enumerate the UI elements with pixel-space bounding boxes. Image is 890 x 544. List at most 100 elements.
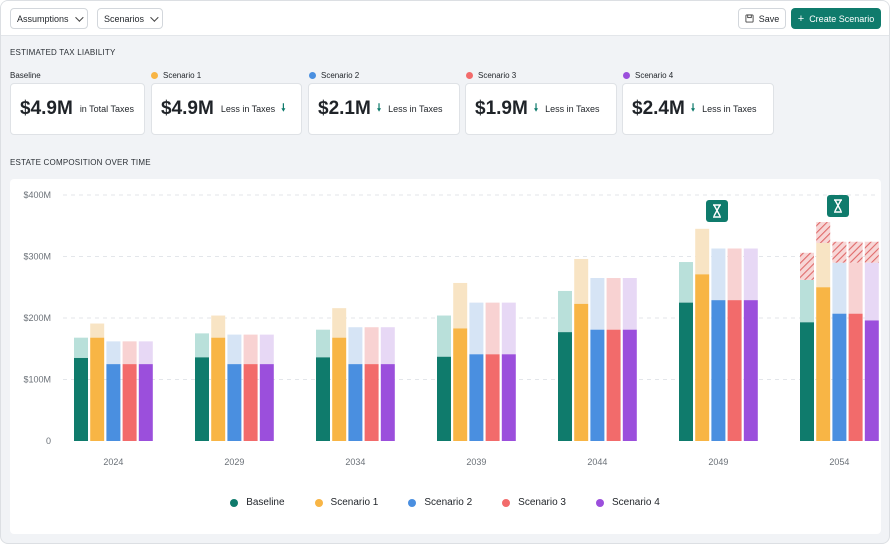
x-tick-label: 2029 bbox=[224, 457, 244, 467]
tax-card-scenario-3: $1.9M 🠗 Less in Taxes bbox=[465, 83, 617, 135]
bar-segment-light bbox=[122, 341, 137, 365]
card-label-text: Baseline bbox=[10, 71, 41, 80]
bar-segment-light bbox=[469, 302, 484, 355]
legend-dot bbox=[502, 498, 511, 507]
scenarios-dropdown[interactable]: Scenarios bbox=[97, 8, 164, 29]
card-label-scenario-3: Scenario 3 bbox=[466, 71, 516, 80]
create-scenario-button[interactable]: + Create Scenario bbox=[791, 8, 881, 29]
bar-segment-light bbox=[606, 278, 621, 330]
save-label: Save bbox=[758, 13, 780, 24]
card-label-text: Scenario 2 bbox=[321, 71, 360, 80]
bar-segment bbox=[727, 300, 742, 441]
x-tick-label: 2054 bbox=[829, 457, 849, 467]
bar-segment-light bbox=[364, 327, 379, 365]
legend-dot bbox=[230, 498, 239, 507]
bar-segment bbox=[485, 354, 500, 441]
tax-suffix: Less in Taxes bbox=[702, 104, 757, 114]
bar-segment-light bbox=[211, 315, 226, 338]
bar-segment bbox=[227, 364, 242, 441]
hourglass-icon[interactable] bbox=[706, 200, 728, 222]
y-tick-label: $200M bbox=[23, 313, 51, 323]
bar-segment bbox=[558, 332, 572, 441]
x-tick-label: 2034 bbox=[345, 457, 365, 467]
bar-segment-light bbox=[864, 262, 879, 321]
bar-segment bbox=[243, 364, 258, 441]
assumptions-dropdown[interactable]: Assumptions bbox=[10, 8, 88, 29]
bar-segment-light bbox=[138, 341, 153, 365]
tax-value: $2.1M bbox=[318, 98, 371, 119]
save-button[interactable]: Save bbox=[738, 8, 786, 29]
bar-segment-light bbox=[195, 333, 209, 358]
bar-segment bbox=[195, 357, 209, 441]
legend-dot bbox=[595, 498, 604, 507]
legend-item-scenario-3[interactable]: Scenario 3 bbox=[502, 497, 566, 508]
bar-segment bbox=[380, 364, 395, 441]
bar-segment-light bbox=[816, 242, 831, 288]
bar-segment bbox=[364, 364, 379, 441]
bar-segment-light bbox=[727, 248, 742, 301]
bar-segment bbox=[574, 303, 589, 441]
save-icon bbox=[745, 14, 754, 23]
y-tick-label: $100M bbox=[23, 375, 51, 385]
bar-segment bbox=[743, 300, 758, 441]
hourglass-icon[interactable] bbox=[827, 195, 849, 217]
y-tick-label: $400M bbox=[23, 190, 51, 200]
legend-label: Scenario 3 bbox=[518, 497, 566, 508]
bar-segment bbox=[711, 300, 726, 441]
legend-dot bbox=[314, 498, 323, 507]
tax-value: $1.9M bbox=[475, 98, 528, 119]
scenario-1-dot bbox=[151, 72, 158, 79]
tax-suffix: Less in Taxes bbox=[388, 104, 443, 114]
bar-segment bbox=[74, 357, 88, 441]
bar-segment-light bbox=[590, 278, 605, 330]
plus-icon: + bbox=[797, 12, 805, 25]
bar-segment-light bbox=[800, 279, 814, 323]
bar-segment-light bbox=[348, 327, 363, 365]
bar-segment bbox=[106, 364, 121, 441]
bar-segment-light bbox=[106, 341, 121, 365]
legend-label: Scenario 2 bbox=[424, 497, 473, 508]
assumptions-label: Assumptions bbox=[17, 13, 69, 24]
legend-item-scenario-1[interactable]: Scenario 1 bbox=[314, 497, 378, 508]
card-label-baseline: Baseline bbox=[10, 71, 41, 80]
bar-segment-light bbox=[574, 258, 589, 304]
arrow-down-icon: 🠗 bbox=[376, 102, 382, 114]
card-label-scenario-4: Scenario 4 bbox=[623, 71, 673, 80]
bar-segment-light bbox=[332, 308, 347, 338]
scenario-3-dot bbox=[466, 72, 473, 79]
x-tick-label: 2049 bbox=[708, 457, 728, 467]
bar-segment bbox=[437, 356, 451, 441]
tax-suffix: Less in Taxes bbox=[545, 104, 600, 114]
tax-card-scenario-2: $2.1M 🠗 Less in Taxes bbox=[308, 83, 460, 135]
arrow-down-icon: 🠗 bbox=[533, 102, 539, 114]
scenario-2-dot bbox=[309, 72, 316, 79]
bar-segment bbox=[622, 329, 637, 441]
bar-segment-light bbox=[848, 262, 863, 314]
bar-segment bbox=[138, 364, 153, 441]
bar-segment-hatched bbox=[800, 252, 814, 280]
bar-segment bbox=[332, 337, 347, 441]
x-tick-label: 2044 bbox=[587, 457, 607, 467]
bar-segment bbox=[259, 364, 274, 441]
bar-segment-light bbox=[558, 290, 572, 333]
legend-item-baseline[interactable]: Baseline bbox=[230, 497, 285, 508]
y-tick-label: $300M bbox=[23, 252, 51, 262]
bar-segment bbox=[695, 274, 710, 441]
bar-segment bbox=[816, 287, 831, 441]
bar-segment-light bbox=[695, 228, 710, 275]
bar-segment-light bbox=[437, 315, 451, 357]
legend-dot bbox=[408, 498, 417, 507]
tax-suffix: in Total Taxes bbox=[79, 104, 135, 114]
bar-segment bbox=[211, 337, 226, 441]
bar-segment-light bbox=[227, 334, 242, 365]
legend-item-scenario-2[interactable]: Scenario 2 bbox=[408, 497, 472, 508]
bar-segment bbox=[848, 313, 863, 441]
legend-label: Scenario 4 bbox=[611, 497, 660, 508]
bar-segment-light bbox=[90, 323, 105, 338]
x-tick-label: 2039 bbox=[466, 457, 486, 467]
bar-segment-light bbox=[453, 282, 468, 329]
legend-item-scenario-4[interactable]: Scenario 4 bbox=[595, 497, 660, 508]
x-tick-label: 2024 bbox=[103, 457, 123, 467]
legend-label: Baseline bbox=[246, 497, 285, 508]
bar-segment bbox=[501, 354, 516, 441]
